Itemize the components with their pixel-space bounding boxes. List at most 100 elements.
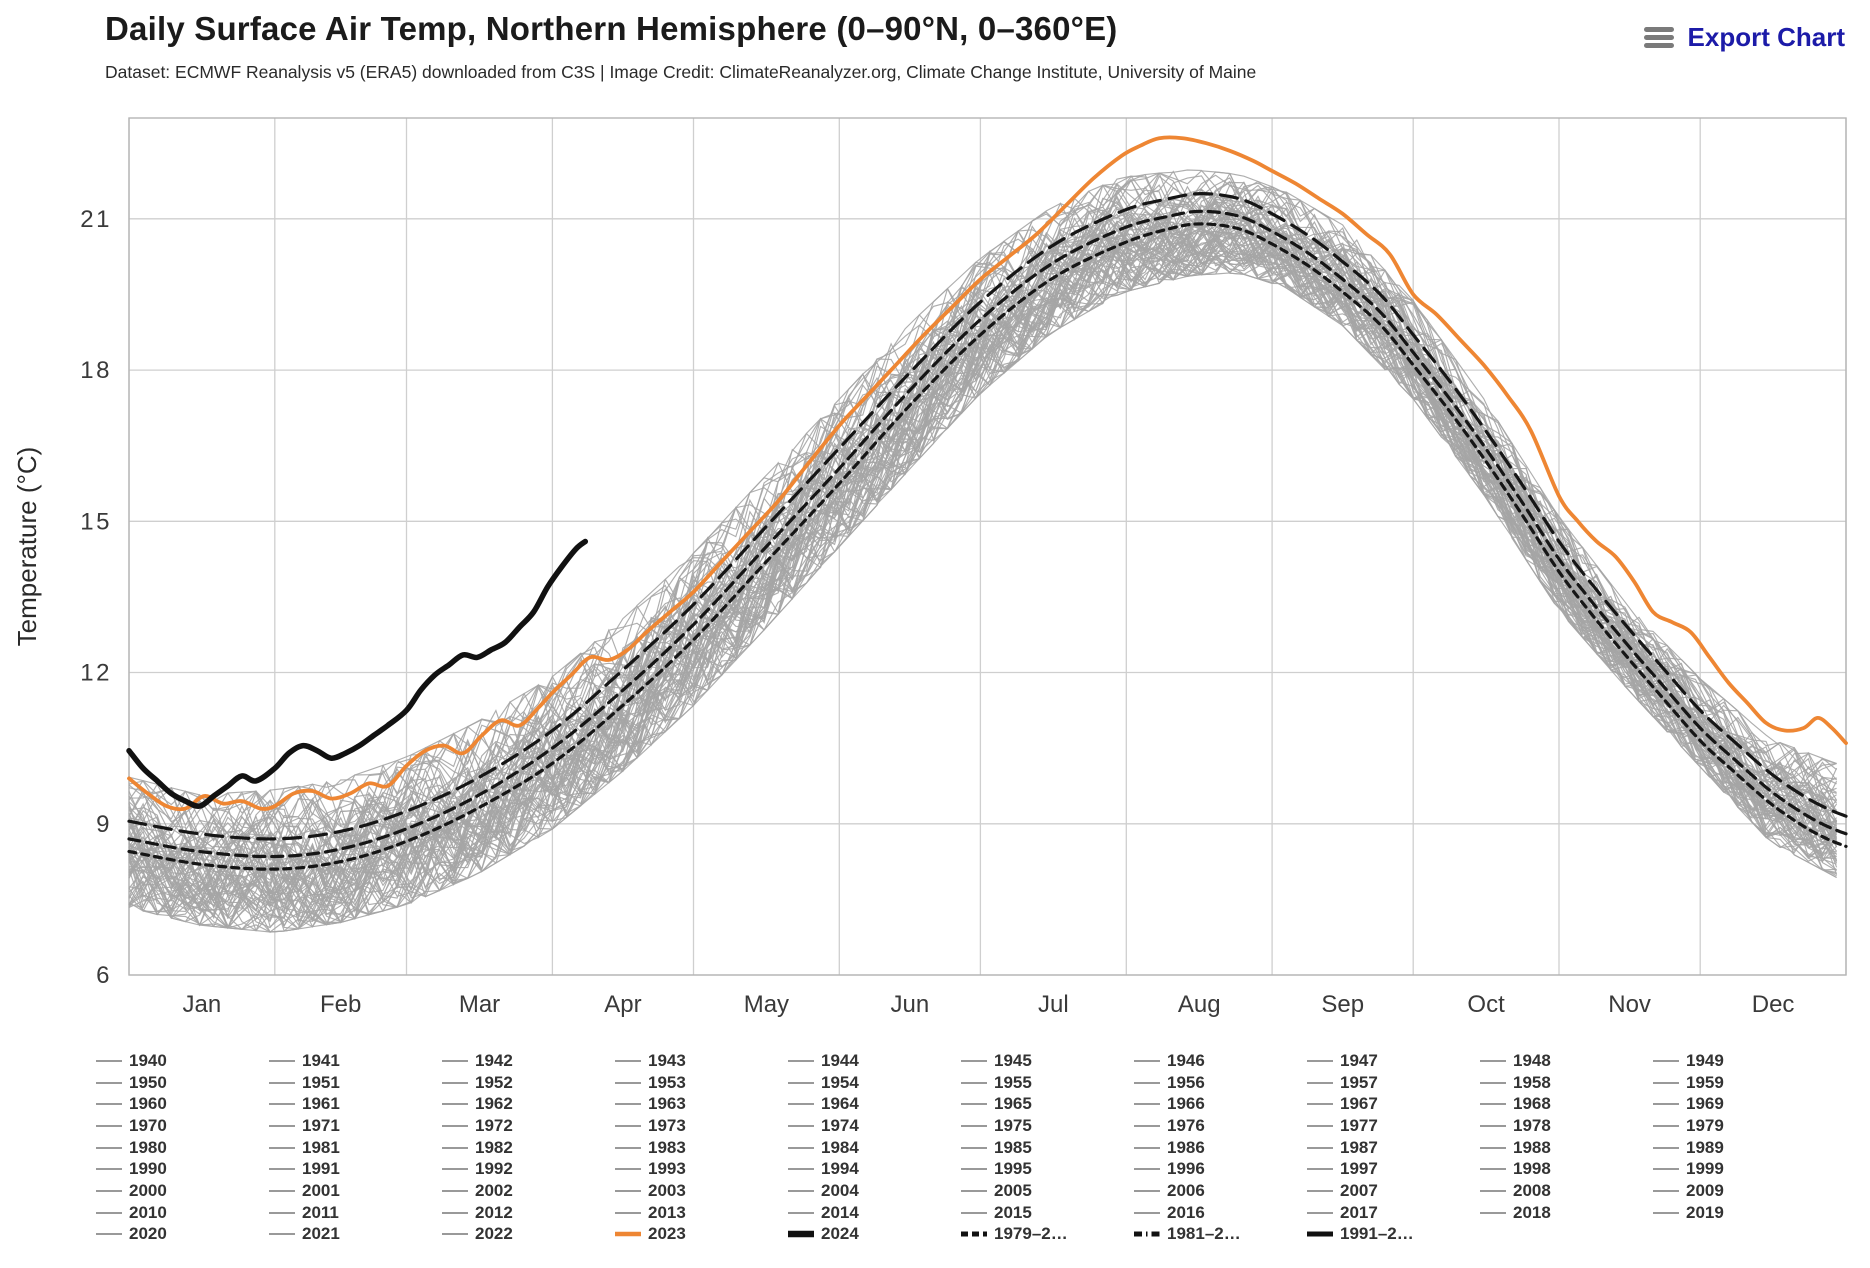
legend-item-1998[interactable]: 1998: [1480, 1158, 1653, 1180]
legend-item-1965[interactable]: 1965: [961, 1093, 1134, 1115]
legend-item-1997[interactable]: 1997: [1307, 1158, 1480, 1180]
legend-item-1981[interactable]: 1981: [269, 1137, 442, 1159]
legend-item-1971[interactable]: 1971: [269, 1115, 442, 1137]
legend-item-1960[interactable]: 1960: [96, 1093, 269, 1115]
legend-item-1948[interactable]: 1948: [1480, 1050, 1653, 1072]
series-2023-line[interactable]: [127, 135, 1848, 812]
legend-item-1941[interactable]: 1941: [269, 1050, 442, 1072]
legend-item-1980[interactable]: 1980: [96, 1137, 269, 1159]
legend-item-2006[interactable]: 2006: [1134, 1180, 1307, 1202]
legend-item-2017[interactable]: 2017: [1307, 1202, 1480, 1224]
legend-item-2011[interactable]: 2011: [269, 1202, 442, 1224]
legend-item-1944[interactable]: 1944: [788, 1050, 961, 1072]
legend-item-1962[interactable]: 1962: [442, 1093, 615, 1115]
series-1981–2…-line[interactable]: [127, 209, 1848, 859]
legend-item-1966[interactable]: 1966: [1134, 1093, 1307, 1115]
legend-item-1976[interactable]: 1976: [1134, 1115, 1307, 1137]
legend-item-1961[interactable]: 1961: [269, 1093, 442, 1115]
legend-item-1964[interactable]: 1964: [788, 1093, 961, 1115]
legend-item-2013[interactable]: 2013: [615, 1202, 788, 1224]
legend-item-2020[interactable]: 2020: [96, 1224, 269, 1246]
legend-item-2023[interactable]: 2023: [615, 1224, 788, 1246]
legend-item-2005[interactable]: 2005: [961, 1180, 1134, 1202]
legend-item-1963[interactable]: 1963: [615, 1093, 788, 1115]
legend-item-1956[interactable]: 1956: [1134, 1072, 1307, 1094]
legend-item-1955[interactable]: 1955: [961, 1072, 1134, 1094]
legend-item-1986[interactable]: 1986: [1134, 1137, 1307, 1159]
legend-item-1951[interactable]: 1951: [269, 1072, 442, 1094]
legend-item-1949[interactable]: 1949: [1653, 1050, 1826, 1072]
legend-item-1972[interactable]: 1972: [442, 1115, 615, 1137]
legend-item-2018[interactable]: 2018: [1480, 1202, 1653, 1224]
legend-item-1992[interactable]: 1992: [442, 1158, 615, 1180]
legend-item-2012[interactable]: 2012: [442, 1202, 615, 1224]
legend-item-1981-2-[interactable]: 1981–2…: [1134, 1224, 1307, 1246]
legend-item-label: 1986: [1167, 1137, 1205, 1157]
legend-item-1985[interactable]: 1985: [961, 1137, 1134, 1159]
legend-item-1996[interactable]: 1996: [1134, 1158, 1307, 1180]
legend-item-1959[interactable]: 1959: [1653, 1072, 1826, 1094]
legend-item-1994[interactable]: 1994: [788, 1158, 961, 1180]
legend-item-1967[interactable]: 1967: [1307, 1093, 1480, 1115]
legend-item-1946[interactable]: 1946: [1134, 1050, 1307, 1072]
legend-item-1989[interactable]: 1989: [1653, 1137, 1826, 1159]
legend-item-2021[interactable]: 2021: [269, 1224, 442, 1246]
legend-item-1973[interactable]: 1973: [615, 1115, 788, 1137]
legend-item-2016[interactable]: 2016: [1134, 1202, 1307, 1224]
legend-item-1957[interactable]: 1957: [1307, 1072, 1480, 1094]
legend-item-2003[interactable]: 2003: [615, 1180, 788, 1202]
legend-item-label: 1981–2…: [1167, 1224, 1241, 1244]
legend-item-1958[interactable]: 1958: [1480, 1072, 1653, 1094]
legend-item-1995[interactable]: 1995: [961, 1158, 1134, 1180]
series-1991–2…-line[interactable]: [127, 191, 1848, 841]
legend-item-2022[interactable]: 2022: [442, 1224, 615, 1246]
legend-item-1990[interactable]: 1990: [96, 1158, 269, 1180]
legend-item-2008[interactable]: 2008: [1480, 1180, 1653, 1202]
legend-item-1953[interactable]: 1953: [615, 1072, 788, 1094]
legend-item-1983[interactable]: 1983: [615, 1137, 788, 1159]
export-chart-button[interactable]: Export Chart: [1643, 22, 1845, 53]
legend-item-1977[interactable]: 1977: [1307, 1115, 1480, 1137]
legend-item-1970[interactable]: 1970: [96, 1115, 269, 1137]
legend-item-2024[interactable]: 2024: [788, 1224, 961, 1246]
legend-item-1982[interactable]: 1982: [442, 1137, 615, 1159]
legend-item-2007[interactable]: 2007: [1307, 1180, 1480, 1202]
legend-item-1947[interactable]: 1947: [1307, 1050, 1480, 1072]
legend-item-2004[interactable]: 2004: [788, 1180, 961, 1202]
legend-item-2019[interactable]: 2019: [1653, 1202, 1826, 1224]
series-2024-line[interactable]: [126, 538, 589, 809]
legend-item-1979[interactable]: 1979: [1653, 1115, 1826, 1137]
legend-item-2014[interactable]: 2014: [788, 1202, 961, 1224]
legend-item-1984[interactable]: 1984: [788, 1137, 961, 1159]
legend-item-1974[interactable]: 1974: [788, 1115, 961, 1137]
legend-item-2001[interactable]: 2001: [269, 1180, 442, 1202]
series-1979–2…-line[interactable]: [127, 222, 1848, 871]
legend-item-1968[interactable]: 1968: [1480, 1093, 1653, 1115]
legend-item-2015[interactable]: 2015: [961, 1202, 1134, 1224]
legend-item-1942[interactable]: 1942: [442, 1050, 615, 1072]
legend-item-1952[interactable]: 1952: [442, 1072, 615, 1094]
legend-item-1988[interactable]: 1988: [1480, 1137, 1653, 1159]
legend-item-2010[interactable]: 2010: [96, 1202, 269, 1224]
line-swatch-icon: [788, 1059, 814, 1062]
legend-item-1993[interactable]: 1993: [615, 1158, 788, 1180]
legend-item-1999[interactable]: 1999: [1653, 1158, 1826, 1180]
line-swatch-icon: [961, 1231, 987, 1237]
legend-item-1945[interactable]: 1945: [961, 1050, 1134, 1072]
gray-year-line: [128, 179, 1838, 863]
legend-item-1991[interactable]: 1991: [269, 1158, 442, 1180]
legend-item-1991-2-[interactable]: 1991–2…: [1307, 1224, 1480, 1246]
legend-item-1969[interactable]: 1969: [1653, 1093, 1826, 1115]
legend-item-1978[interactable]: 1978: [1480, 1115, 1653, 1137]
line-swatch-icon: [615, 1232, 641, 1237]
legend-item-1975[interactable]: 1975: [961, 1115, 1134, 1137]
legend-item-1979-2-[interactable]: 1979–2…: [961, 1224, 1134, 1246]
legend-item-2000[interactable]: 2000: [96, 1180, 269, 1202]
legend-item-1987[interactable]: 1987: [1307, 1137, 1480, 1159]
legend-item-1950[interactable]: 1950: [96, 1072, 269, 1094]
legend-item-2009[interactable]: 2009: [1653, 1180, 1826, 1202]
legend-item-1943[interactable]: 1943: [615, 1050, 788, 1072]
legend-item-2002[interactable]: 2002: [442, 1180, 615, 1202]
legend-item-1954[interactable]: 1954: [788, 1072, 961, 1094]
legend-item-1940[interactable]: 1940: [96, 1050, 269, 1072]
